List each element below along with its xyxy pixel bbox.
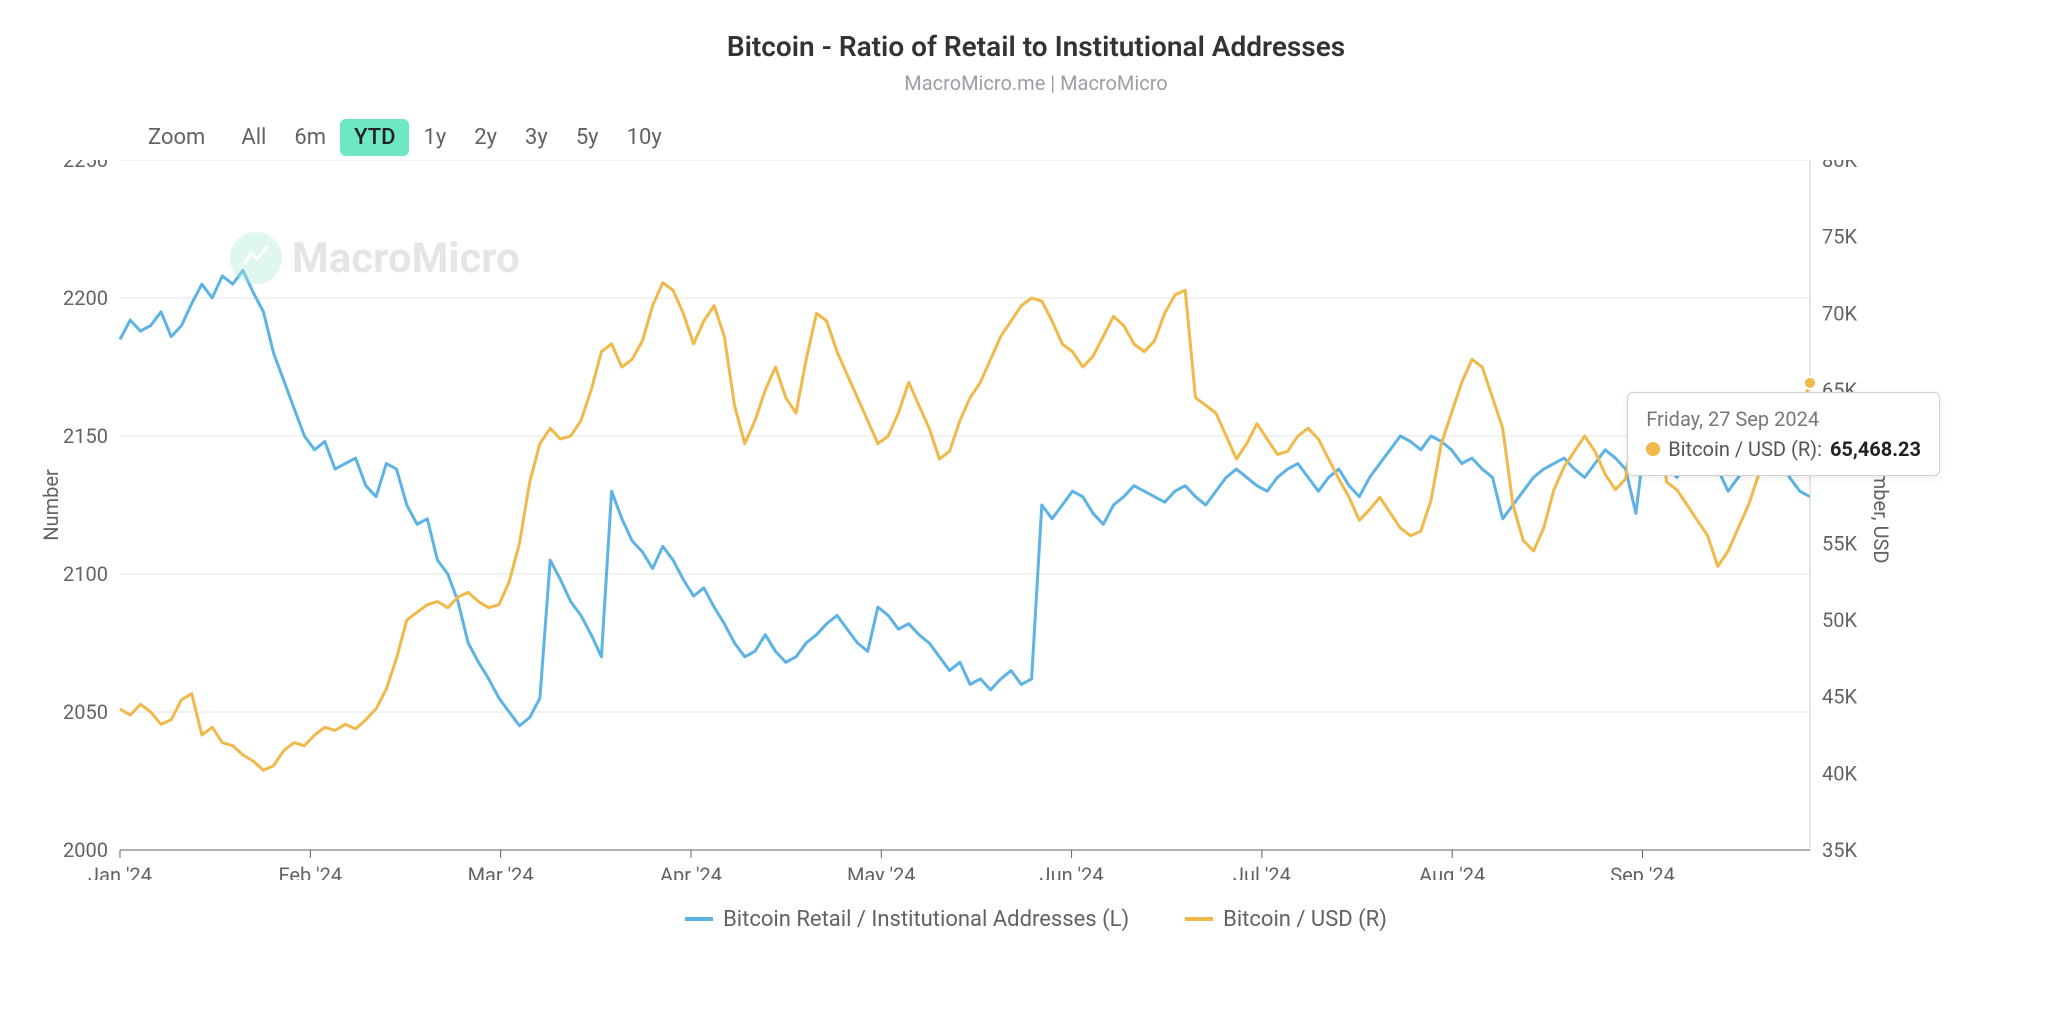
plot-area[interactable]: MacroMicro 2000 2050 2100 2150 2200 2250 35K 40… (40, 160, 2032, 884)
svg-text:40K: 40K (1822, 761, 1857, 785)
watermark-icon (230, 232, 282, 284)
svg-text:Number: Number (40, 469, 63, 541)
chart-title: Bitcoin - Ratio of Retail to Institution… (40, 30, 2032, 63)
hover-point (1804, 377, 1816, 389)
legend-item[interactable]: Bitcoin Retail / Institutional Addresses… (685, 907, 1129, 932)
tooltip-row: Bitcoin / USD (R): 65,468.23 (1646, 437, 1921, 461)
svg-text:45K: 45K (1822, 685, 1857, 709)
hover-tooltip: Friday, 27 Sep 2024 Bitcoin / USD (R): 65… (1627, 392, 1940, 476)
svg-text:70K: 70K (1822, 301, 1857, 325)
zoom-6m[interactable]: 6m (280, 119, 340, 156)
svg-text:2150: 2150 (63, 424, 108, 448)
svg-text:2200: 2200 (63, 286, 108, 310)
legend-label: Bitcoin / USD (R) (1223, 907, 1387, 932)
chart-container: Bitcoin - Ratio of Retail to Institution… (0, 0, 2072, 1036)
svg-text:2100: 2100 (63, 562, 108, 586)
zoom-5y[interactable]: 5y (562, 119, 613, 156)
svg-text:75K: 75K (1822, 225, 1857, 249)
tooltip-value: 65,468.23 (1830, 437, 1921, 461)
tooltip-series-name: Bitcoin / USD (R): (1668, 437, 1822, 461)
zoom-3y[interactable]: 3y (511, 119, 562, 156)
svg-text:Apr '24: Apr '24 (660, 863, 722, 880)
svg-text:May '24: May '24 (847, 863, 916, 880)
svg-text:Sep '24: Sep '24 (1610, 863, 1675, 880)
series-btcusd[interactable] (120, 283, 1810, 771)
svg-text:2000: 2000 (63, 838, 108, 862)
legend-swatch (685, 917, 713, 921)
svg-text:80K: 80K (1822, 160, 1857, 172)
zoom-controls: Zoom All6mYTD1y2y3y5y10y (148, 125, 2032, 150)
svg-text:Jul '24: Jul '24 (1233, 863, 1291, 880)
zoom-2y[interactable]: 2y (460, 119, 511, 156)
zoom-10y[interactable]: 10y (613, 119, 676, 156)
legend: Bitcoin Retail / Institutional Addresses… (40, 902, 2032, 932)
legend-item[interactable]: Bitcoin / USD (R) (1185, 907, 1387, 932)
zoom-label: Zoom (148, 125, 205, 150)
svg-text:35K: 35K (1822, 838, 1857, 862)
zoom-all[interactable]: All (227, 119, 280, 156)
tooltip-date: Friday, 27 Sep 2024 (1646, 407, 1921, 431)
svg-text:Jan '24: Jan '24 (88, 863, 152, 880)
series-ratio[interactable] (120, 270, 1810, 725)
tooltip-dot (1646, 442, 1660, 456)
svg-text:55K: 55K (1822, 531, 1857, 555)
zoom-ytd[interactable]: YTD (340, 119, 409, 156)
legend-label: Bitcoin Retail / Institutional Addresses… (723, 907, 1129, 932)
svg-text:Aug '24: Aug '24 (1419, 863, 1485, 880)
svg-text:Jun '24: Jun '24 (1040, 863, 1104, 880)
zoom-1y[interactable]: 1y (409, 119, 460, 156)
svg-text:Feb '24: Feb '24 (279, 863, 343, 880)
svg-text:Mar '24: Mar '24 (468, 863, 534, 880)
svg-text:2250: 2250 (63, 160, 108, 172)
legend-swatch (1185, 917, 1213, 921)
watermark: MacroMicro (230, 232, 520, 284)
svg-text:50K: 50K (1822, 608, 1857, 632)
chart-subtitle: MacroMicro.me | MacroMicro (40, 71, 2032, 95)
svg-text:2050: 2050 (63, 700, 108, 724)
